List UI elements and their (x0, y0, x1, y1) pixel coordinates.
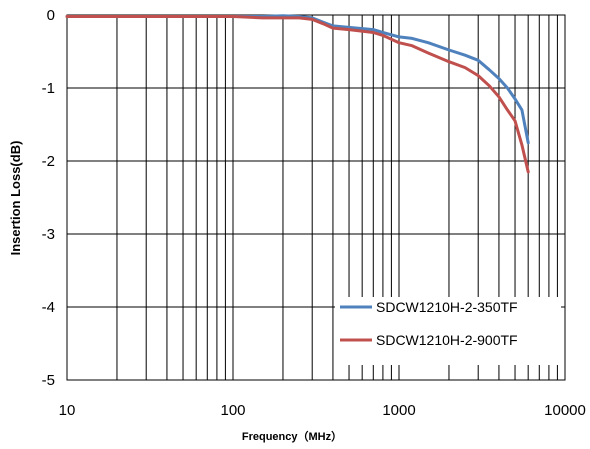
series-line-2 (65, 15, 530, 174)
y-axis-title: Insertion Loss(dB) (8, 141, 23, 256)
x-tick-label: 100 (220, 402, 245, 419)
x-axis-title: Frequency（MHz） (242, 430, 342, 443)
x-tick-label: 1000 (382, 402, 415, 419)
legend-label-series-2: SDCW1210H-2-900TF (376, 332, 518, 348)
axis-layer: 0 -1 -2 -3 -4 -510 100 1000 10000 (42, 7, 586, 419)
y-tick-label: 0 (47, 7, 55, 24)
y-tick-label: -4 (42, 299, 55, 316)
legend-background (335, 297, 561, 365)
legend: SDCW1210H-2-350TF SDCW1210H-2-900TF (335, 297, 561, 365)
y-tick-label: -3 (42, 226, 55, 243)
x-tick-label: 10000 (544, 402, 586, 419)
y-tick-label: -1 (42, 80, 55, 97)
x-tick-label: 10 (59, 402, 76, 419)
legend-label-series-1: SDCW1210H-2-350TF (376, 299, 518, 315)
series-layer (65, 14, 530, 174)
y-tick-label: -5 (42, 372, 55, 389)
y-tick-label: -2 (42, 153, 55, 170)
